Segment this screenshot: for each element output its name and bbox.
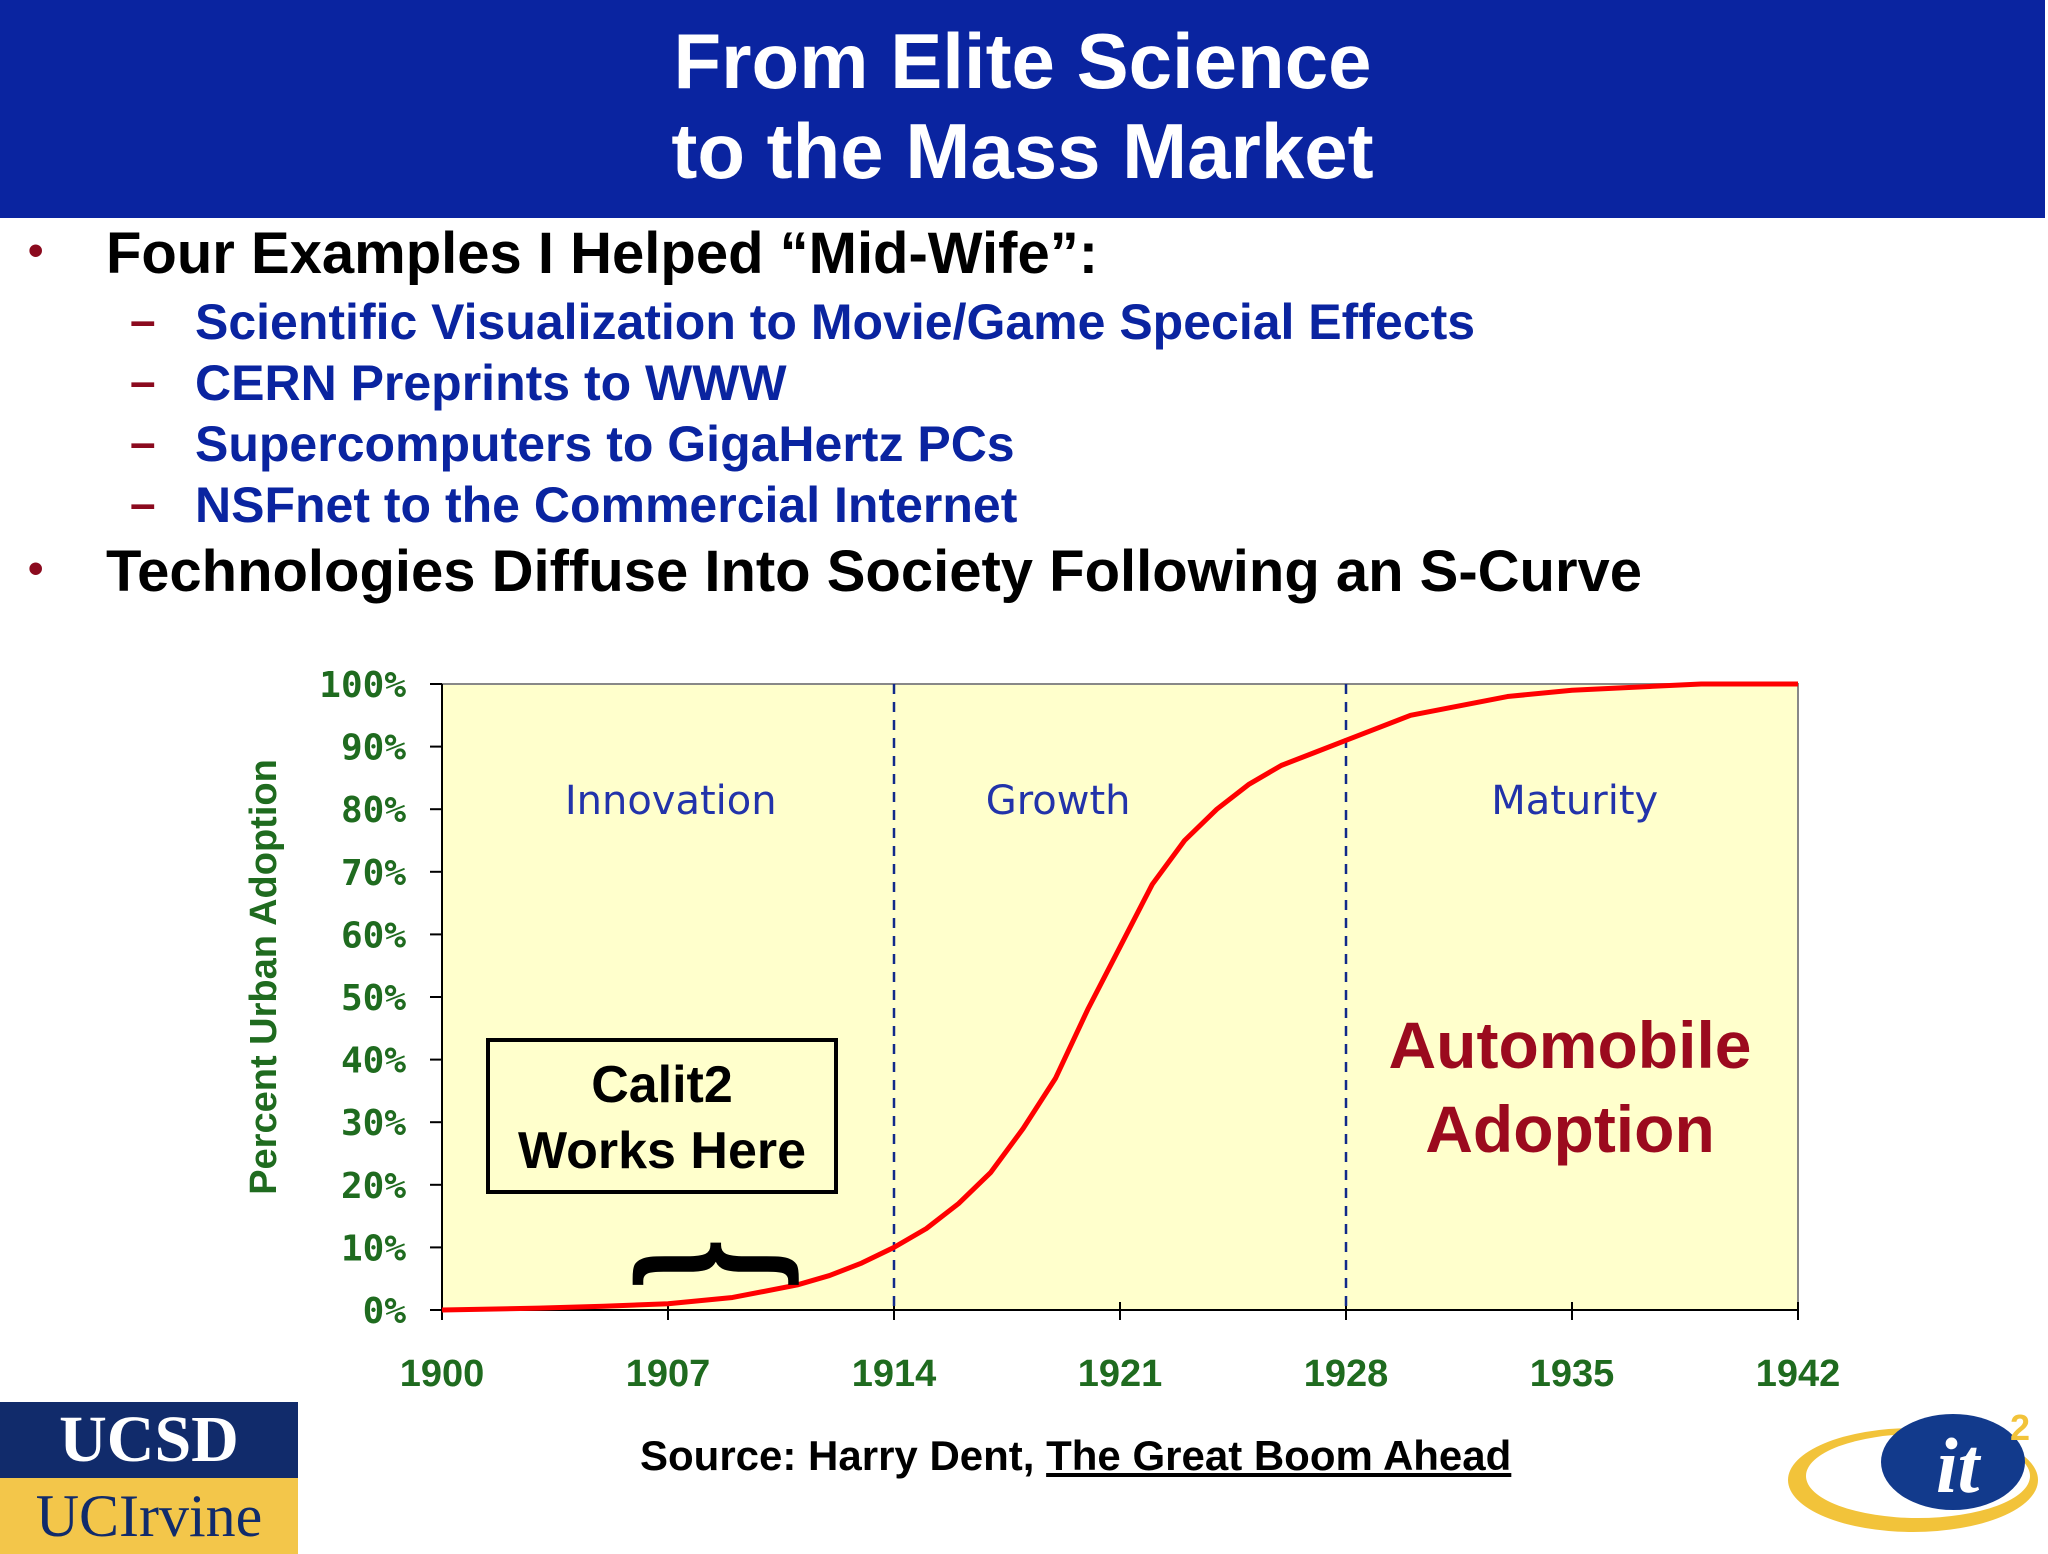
- bullet-marker: •: [28, 226, 44, 275]
- series-label: Automobile: [1389, 1008, 1752, 1082]
- phase-label: Growth: [986, 778, 1131, 824]
- y-tick-label: 80%: [341, 790, 406, 831]
- y-tick-label: 60%: [341, 915, 406, 956]
- plot-area: [441, 683, 1799, 1311]
- dash-marker: –: [130, 416, 156, 468]
- y-tick-label: 70%: [341, 853, 406, 894]
- source-citation: Source: Harry Dent, The Great Boom Ahead: [640, 1432, 1511, 1480]
- sub-item: NSFnet to the Commercial Internet: [195, 477, 1018, 533]
- sub-item: CERN Preprints to WWW: [195, 355, 787, 411]
- calit2-label: Calit2: [591, 1056, 733, 1114]
- x-tick-label: 1900: [400, 1353, 485, 1395]
- source-prefix: Source: Harry Dent,: [640, 1432, 1047, 1479]
- bullet-heading: Technologies Diffuse Into Society Follow…: [106, 539, 1643, 604]
- x-tick-label: 1928: [1304, 1353, 1389, 1395]
- x-tick-label: 1914: [852, 1353, 937, 1395]
- title-bar: From Elite Science to the Mass Market: [0, 0, 2045, 218]
- it2-logo-sup: 2: [2010, 1407, 2030, 1448]
- calit2-brace: {: [619, 1235, 832, 1293]
- title-line-1: From Elite Science: [673, 17, 1372, 105]
- phase-label: Maturity: [1491, 778, 1658, 824]
- y-tick-label: 40%: [341, 1041, 406, 1082]
- dash-marker: –: [130, 355, 156, 407]
- dash-marker: –: [130, 477, 156, 529]
- source-book: The Great Boom Ahead: [1046, 1432, 1512, 1479]
- title-line-2: to the Mass Market: [671, 107, 1374, 195]
- bullet-marker: •: [28, 544, 44, 593]
- y-tick-label: 10%: [341, 1228, 406, 1269]
- x-tick-label: 1935: [1530, 1353, 1615, 1395]
- bullet-heading: Four Examples I Helped “Mid-Wife”:: [106, 221, 1099, 286]
- adoption-curve: [441, 681, 1798, 1313]
- x-tick-label: 1921: [1078, 1353, 1163, 1395]
- ucsd-uci-logo: UCSD UCIrvine: [0, 1402, 298, 1554]
- y-axis-title: Percent Urban Adoption: [243, 759, 285, 1195]
- y-tick-label: 30%: [341, 1103, 406, 1144]
- y-tick-label: 90%: [341, 728, 406, 769]
- dash-marker: –: [130, 294, 156, 346]
- it2-logo: it 2: [1788, 1407, 2038, 1532]
- calit2-box: [486, 1038, 838, 1194]
- sub-item: Scientific Visualization to Movie/Game S…: [195, 294, 1476, 350]
- calit2-label: Works Here: [518, 1122, 806, 1180]
- y-tick-label: 20%: [341, 1166, 406, 1207]
- y-tick-label: 100%: [319, 665, 406, 706]
- it2-logo-disc: [1881, 1414, 2025, 1510]
- it2-logo-main: it: [1936, 1422, 1982, 1509]
- x-tick-label: 1942: [1756, 1353, 1841, 1395]
- ucsd-logo-text: UCSD: [0, 1402, 298, 1478]
- x-tick-label: 1907: [626, 1353, 711, 1395]
- y-tick-label: 50%: [341, 978, 406, 1019]
- series-label: Adoption: [1425, 1092, 1715, 1166]
- sub-item: Supercomputers to GigaHertz PCs: [195, 416, 1015, 472]
- phase-label: Innovation: [565, 778, 777, 824]
- y-tick-label: 0%: [363, 1291, 407, 1332]
- uci-logo-text: UCIrvine: [0, 1478, 298, 1554]
